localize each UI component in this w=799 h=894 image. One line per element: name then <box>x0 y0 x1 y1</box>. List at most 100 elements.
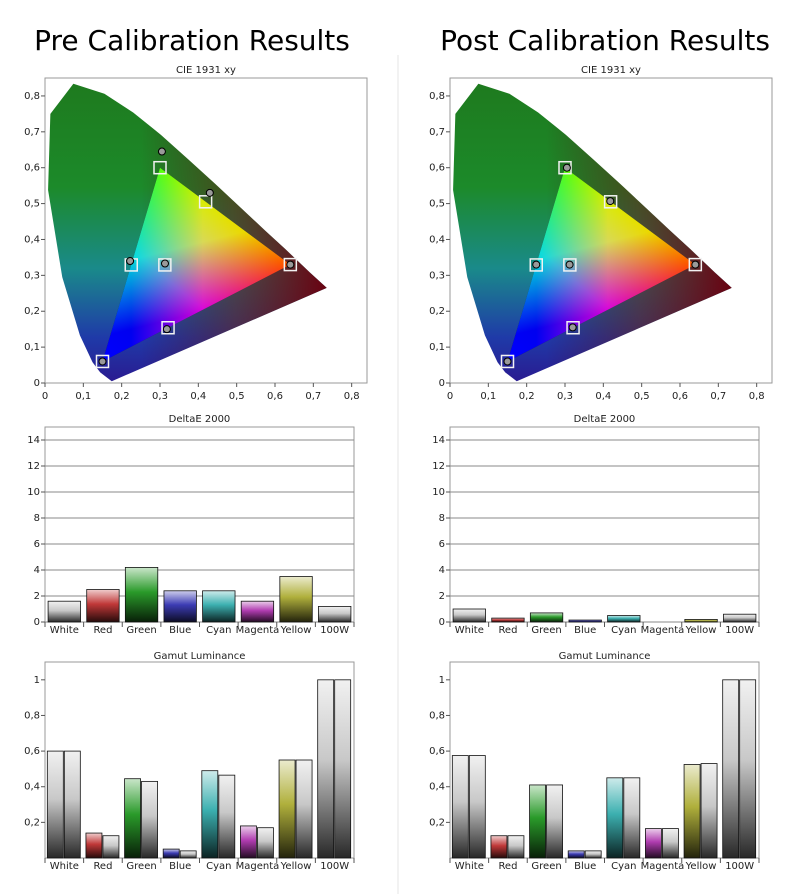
bar <box>240 600 275 623</box>
x-tick-label: 0 <box>447 391 453 402</box>
bar <box>451 755 469 859</box>
y-tick-label: 0,7 <box>429 127 445 138</box>
x-tick-label: 0,6 <box>267 391 283 402</box>
measured-point <box>162 325 171 334</box>
y-tick-label: 0,3 <box>24 270 40 281</box>
x-tick-label: 0,3 <box>152 391 168 402</box>
bar <box>529 784 546 859</box>
y-tick-label: 10 <box>27 487 40 498</box>
x-tick-label: Red <box>93 625 112 636</box>
bar <box>452 608 486 623</box>
x-tick-label: Yellow <box>280 861 312 872</box>
bar <box>240 825 257 859</box>
y-tick-label: 0 <box>34 378 40 389</box>
y-tick-label: 4 <box>34 565 40 576</box>
x-tick-label: Green <box>126 625 156 636</box>
y-tick-label: 0,4 <box>429 234 445 245</box>
chart-title: Gamut Luminance <box>559 651 651 662</box>
y-tick-label: 0,5 <box>24 199 40 210</box>
x-tick-label: 0,1 <box>75 391 91 402</box>
bar <box>546 784 563 859</box>
x-tick-label: 0,1 <box>480 391 496 402</box>
y-tick-label: 0,6 <box>24 163 40 174</box>
bar <box>529 612 564 623</box>
chart-title: DeltaE 2000 <box>574 414 636 425</box>
bar <box>722 679 740 859</box>
y-tick-label: 10 <box>432 487 445 498</box>
y-tick-label: 0,4 <box>429 782 445 793</box>
bar <box>607 615 641 623</box>
y-tick-label: 0 <box>34 617 40 628</box>
chart-title: Gamut Luminance <box>154 651 246 662</box>
gamut-shade <box>102 167 291 362</box>
target-point <box>283 257 298 272</box>
y-tick-label: 0,2 <box>24 306 40 317</box>
target-point <box>563 258 577 272</box>
x-tick-label: Yellow <box>685 861 717 872</box>
x-tick-label: Yellow <box>685 625 717 636</box>
measured-point <box>503 357 512 366</box>
x-tick-label: Red <box>498 861 517 872</box>
bar <box>201 770 219 859</box>
bar <box>334 679 352 859</box>
y-tick-label: 0,4 <box>24 234 40 245</box>
x-tick-label: Blue <box>574 625 596 636</box>
x-tick-label: 0,4 <box>190 391 206 402</box>
bar <box>141 780 158 859</box>
target-point <box>566 320 580 335</box>
x-tick-label: 0,3 <box>557 391 573 402</box>
y-tick-label: 0,1 <box>24 342 40 353</box>
x-tick-label: 100W <box>725 625 754 636</box>
y-tick-label: 0,8 <box>429 710 445 721</box>
chart-title: CIE 1931 xy <box>581 65 641 76</box>
y-tick-label: 0,6 <box>429 746 445 757</box>
measured-point <box>157 147 166 156</box>
measured-point <box>606 197 615 206</box>
target-point <box>153 160 167 175</box>
y-tick-label: 0,4 <box>24 782 40 793</box>
y-tick-label: 0,6 <box>429 163 445 174</box>
y-tick-label: 6 <box>34 539 40 550</box>
bar <box>202 590 236 623</box>
y-tick-label: 0 <box>439 378 445 389</box>
bar <box>318 606 352 623</box>
bar <box>584 850 602 859</box>
y-tick-label: 12 <box>27 461 40 472</box>
x-tick-label: 100W <box>725 861 754 872</box>
x-tick-label: Cyan <box>206 625 231 636</box>
y-tick-label: 0,1 <box>429 342 445 353</box>
y-tick-label: 1 <box>439 675 445 686</box>
target-point <box>529 258 543 272</box>
x-tick-label: Green <box>531 861 561 872</box>
x-tick-label: 0,2 <box>114 391 130 402</box>
bar <box>645 828 662 859</box>
bar <box>86 589 120 623</box>
x-tick-label: 0,5 <box>229 391 245 402</box>
measured-point <box>126 257 135 265</box>
x-tick-label: White <box>50 625 79 636</box>
x-tick-label: 0,2 <box>519 391 535 402</box>
y-tick-label: 0,5 <box>429 199 445 210</box>
y-tick-label: 0,6 <box>24 746 40 757</box>
x-tick-label: Blue <box>574 861 596 872</box>
x-tick-label: 0 <box>42 391 48 402</box>
y-tick-label: 0,2 <box>429 306 445 317</box>
measured-point <box>691 260 700 269</box>
x-tick-label: Magenta <box>641 625 685 636</box>
bar <box>124 778 141 859</box>
bar <box>179 850 197 859</box>
bar <box>723 613 757 623</box>
y-tick-label: 4 <box>439 565 445 576</box>
x-tick-label: Green <box>126 861 156 872</box>
measured-point <box>160 259 169 268</box>
x-tick-label: Green <box>531 625 561 636</box>
bar <box>85 832 103 859</box>
measured-point <box>98 357 107 366</box>
target-point <box>198 195 213 209</box>
x-tick-label: Red <box>498 625 517 636</box>
bar <box>278 759 296 859</box>
bar <box>257 827 274 859</box>
x-tick-label: Cyan <box>611 625 636 636</box>
x-tick-label: 0,4 <box>595 391 611 402</box>
